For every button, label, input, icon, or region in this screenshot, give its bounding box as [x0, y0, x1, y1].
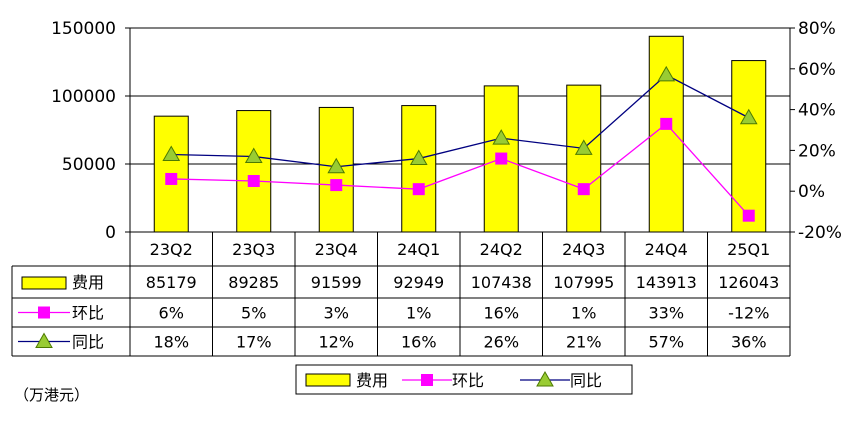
left-tick-label: 50000	[62, 155, 116, 175]
data-label: 92949	[393, 273, 444, 292]
table-key-环比	[38, 306, 50, 319]
bar-23Q3	[236, 110, 272, 233]
right-tick-label: 80%	[798, 19, 836, 39]
point-环比-23Q4	[330, 179, 343, 192]
legend-key-环比	[421, 374, 433, 386]
left-tick-label: 150000	[51, 19, 116, 39]
point-同比-24Q4	[657, 65, 676, 82]
plot-border	[129, 27, 791, 233]
data-label: 143913	[636, 273, 697, 292]
legend: 费用 环比 同比	[295, 364, 633, 395]
right-tick-label: 40%	[798, 101, 836, 121]
data-label: 57%	[648, 333, 684, 352]
bar-24Q4	[648, 35, 684, 233]
legend-key-同比	[536, 370, 554, 387]
point-同比-23Q3	[244, 147, 263, 164]
data-label: 107438	[471, 273, 532, 292]
data-label: 6%	[159, 304, 184, 323]
legend-label: 费用	[356, 371, 388, 390]
left-axis: 150000 100000 50000 0	[51, 19, 130, 243]
point-同比-25Q1	[739, 108, 758, 125]
data-label: 33%	[648, 304, 684, 323]
category-label: 23Q4	[315, 240, 358, 259]
data-label: 17%	[236, 333, 272, 352]
category-label: 24Q4	[645, 240, 688, 259]
data-label: 1%	[571, 304, 596, 323]
legend-label: 环比	[452, 371, 484, 390]
series-lines	[162, 65, 758, 222]
point-环比-24Q1	[412, 183, 425, 196]
right-tick-label: 0%	[798, 182, 825, 202]
data-label: 36%	[731, 333, 767, 352]
category-label: 24Q1	[397, 240, 440, 259]
point-环比-23Q2	[165, 172, 178, 185]
point-环比-24Q2	[495, 152, 508, 165]
data-label: 3%	[324, 304, 349, 323]
category-label: 23Q2	[150, 240, 193, 259]
data-label: 18%	[153, 333, 189, 352]
category-label: 24Q2	[480, 240, 523, 259]
data-label: 1%	[406, 304, 431, 323]
legend-label: 同比	[570, 371, 602, 390]
category-label: 24Q3	[562, 240, 605, 259]
right-tick-label: 60%	[798, 60, 836, 80]
bar-24Q1	[401, 105, 437, 233]
point-环比-24Q4	[660, 117, 673, 130]
table-row-name: 同比	[72, 333, 104, 352]
right-tick-label: 20%	[798, 141, 836, 161]
table-row-name: 环比	[72, 304, 104, 323]
data-label: 21%	[566, 333, 602, 352]
data-label: 12%	[318, 333, 354, 352]
plot-frame	[129, 27, 791, 233]
data-label: 26%	[483, 333, 519, 352]
table-row-name: 费用	[72, 273, 104, 292]
data-label: 16%	[483, 304, 519, 323]
gridlines	[130, 27, 790, 165]
category-label: 25Q1	[727, 240, 770, 259]
point-同比-24Q1	[409, 149, 428, 166]
right-tick-label: -20%	[798, 223, 842, 243]
point-同比-23Q4	[327, 157, 346, 174]
point-环比-23Q3	[247, 175, 260, 187]
data-label: 126043	[718, 273, 779, 292]
legend-key-费用	[305, 373, 351, 387]
category-label: 23Q3	[232, 240, 275, 259]
data-label: 85179	[146, 273, 197, 292]
bar-25Q1	[731, 60, 767, 233]
legend-box	[295, 364, 633, 395]
point-环比-25Q1	[742, 209, 755, 222]
data-label: -12%	[728, 304, 769, 323]
bar-24Q3	[566, 84, 602, 233]
point-同比-23Q2	[162, 145, 181, 161]
data-table: 23Q2 23Q3 23Q4 24Q1 24Q2 24Q3 24Q4 25Q1 费用 85179 8…	[11, 232, 791, 357]
data-label: 16%	[401, 333, 437, 352]
point-同比-24Q3	[574, 139, 593, 155]
point-同比-24Q2	[492, 129, 511, 145]
data-label: 5%	[241, 304, 266, 323]
data-label: 91599	[311, 273, 362, 292]
unit-note: （万港元）	[14, 386, 90, 404]
left-tick-label: 0	[105, 223, 116, 243]
table-key-同比	[35, 332, 53, 348]
left-tick-label: 100000	[51, 87, 116, 107]
table-key-费用	[21, 276, 67, 290]
line-同比	[171, 74, 750, 168]
right-axis: 80% 60% 40% 20% 0% -20%	[790, 19, 842, 243]
point-环比-24Q3	[577, 183, 590, 196]
data-label: 107995	[553, 273, 614, 292]
line-环比	[171, 122, 750, 217]
bars	[153, 35, 767, 233]
data-label: 89285	[228, 273, 279, 292]
